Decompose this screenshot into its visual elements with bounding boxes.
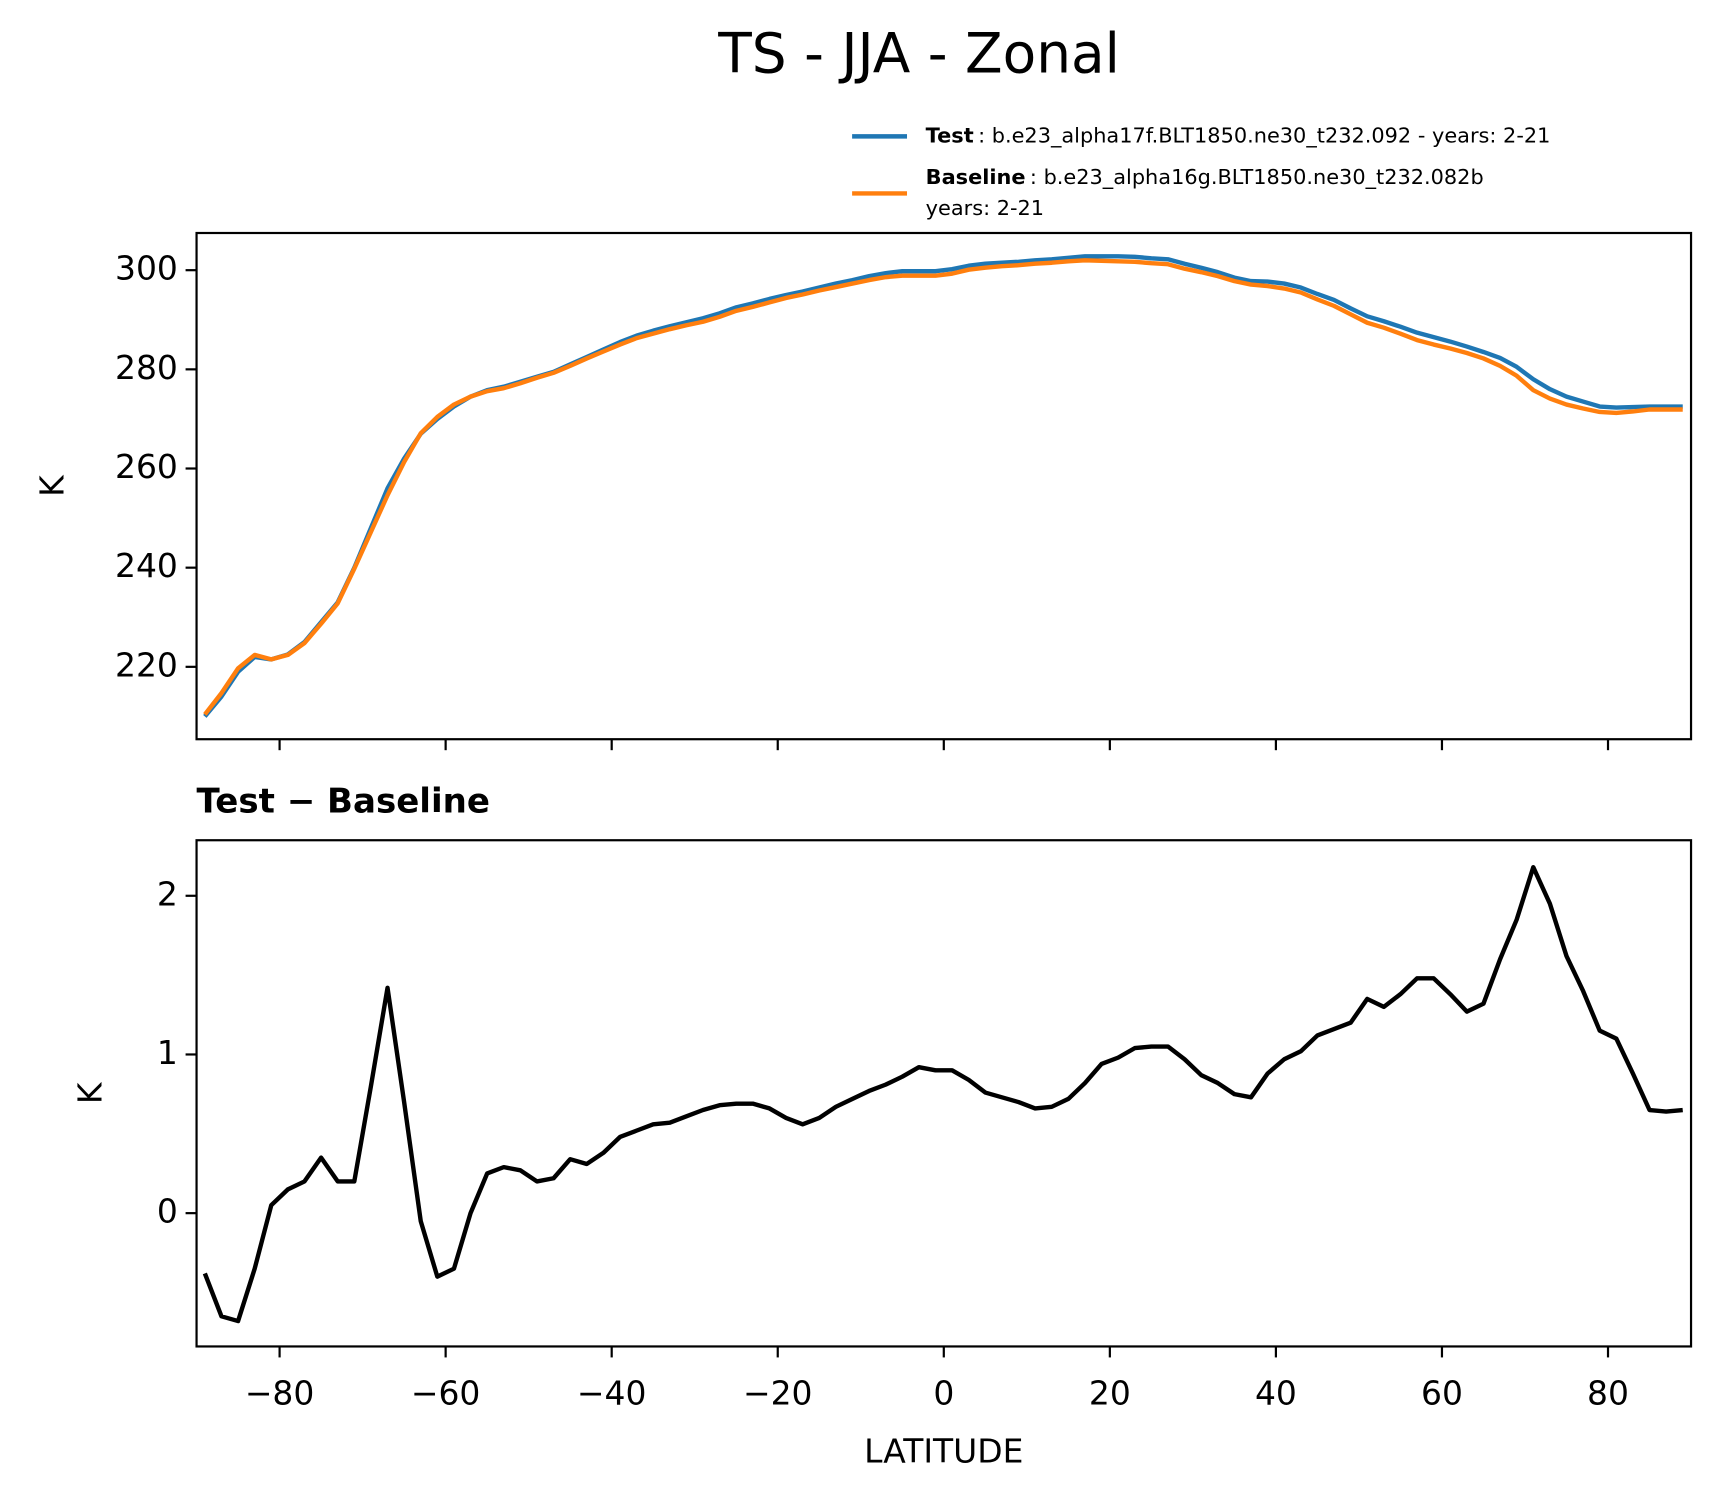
legend-description: : b.e23_alpha16g.BLT1850.ne30_t232.082b [1030,165,1484,190]
x-axis-label: LATITUDE [864,1431,1023,1470]
axes-frame [195,839,1693,1348]
x-tick-label: 60 [1421,1373,1463,1412]
x-tick-label: −60 [411,1373,481,1412]
x-tick-label: 20 [1089,1373,1131,1412]
x-tick-label: −80 [245,1373,315,1412]
y-tick-label: 240 [115,546,178,585]
series-line [202,865,1683,1324]
figure-title: TS - JJA - Zonal [717,21,1120,85]
legend-description: years: 2-21 [926,196,1044,220]
x-tick-label: 40 [1255,1373,1297,1412]
legend-label: Baseline [926,165,1026,189]
plot-area [202,865,1683,1324]
y-axis-label: K [32,474,71,497]
y-tick-label: 300 [115,249,178,288]
legend-description: : b.e23_alpha17f.BLT1850.ne30_t232.092 -… [978,123,1550,148]
axes-frame [195,231,1693,741]
y-tick-label: 2 [157,874,178,913]
plot-area [203,254,1683,718]
x-tick-label: 80 [1587,1373,1629,1412]
legend-label: Test [926,123,974,147]
y-tick-label: 0 [157,1192,178,1231]
y-axis-label: K [71,1081,110,1104]
y-tick-label: 260 [115,447,178,486]
series-line [203,254,1683,718]
x-tick-label: −20 [743,1373,813,1412]
y-tick-label: 280 [115,348,178,387]
x-tick-label: −40 [577,1373,647,1412]
y-tick-label: 1 [157,1033,178,1072]
x-tick-label: 0 [933,1373,954,1412]
series-line [203,258,1683,716]
panel-title: Test − Baseline [197,781,490,821]
y-tick-label: 220 [115,645,178,684]
